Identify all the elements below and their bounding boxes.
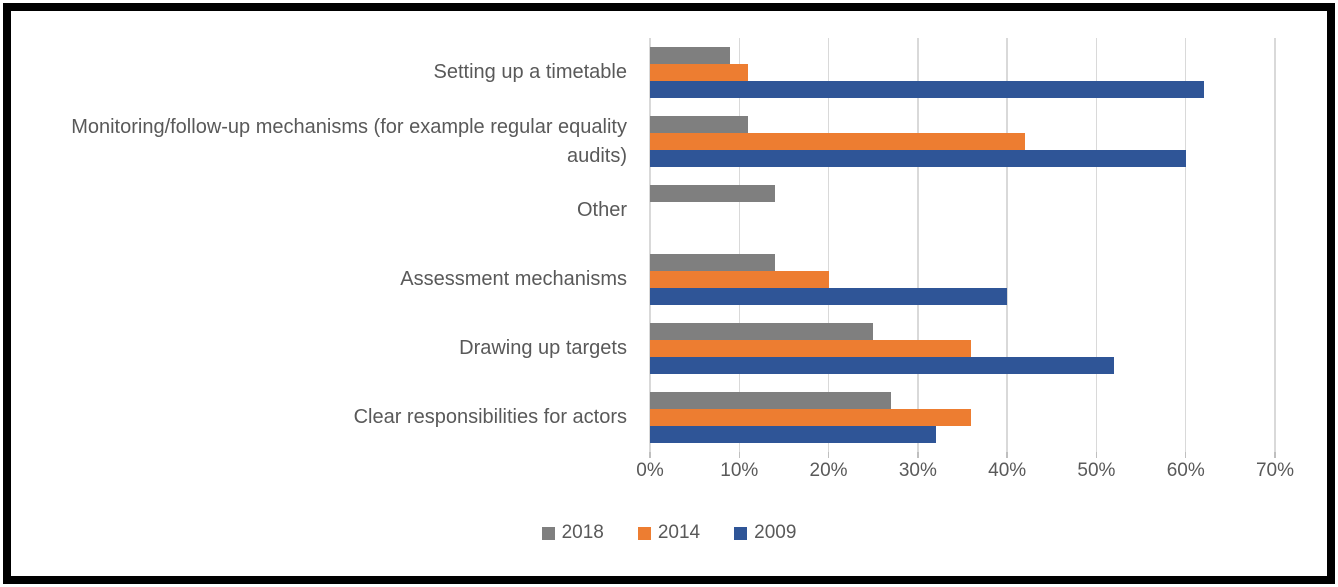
x-axis-tick-label: 60% bbox=[1166, 460, 1205, 481]
bar-2009 bbox=[650, 81, 1204, 98]
legend-label: 2009 bbox=[754, 522, 797, 543]
x-axis-tick-label: 50% bbox=[1077, 460, 1116, 481]
axis-tick bbox=[827, 452, 830, 458]
legend-swatch-icon bbox=[637, 526, 651, 540]
category-row: Other bbox=[0, 176, 1280, 245]
legend-swatch-icon bbox=[541, 526, 555, 540]
gridline bbox=[738, 38, 741, 452]
bar-group bbox=[650, 185, 1275, 236]
x-axis-tick-label: 20% bbox=[809, 460, 848, 481]
bar-2018 bbox=[650, 185, 775, 202]
category-label: Drawing up targets bbox=[459, 337, 627, 359]
bar-2018 bbox=[650, 392, 892, 409]
bar-2014 bbox=[650, 409, 972, 426]
category-label: Other bbox=[576, 199, 627, 221]
x-axis-tick-label: 70% bbox=[1255, 460, 1295, 481]
axis-tick bbox=[738, 452, 741, 458]
category-row: Assessment mechanisms bbox=[0, 245, 1280, 314]
bar-2009 bbox=[650, 357, 1115, 374]
axis-tick bbox=[1184, 452, 1187, 458]
legend: 2018 2014 2009 bbox=[0, 522, 1338, 544]
legend-label: 2018 bbox=[561, 522, 604, 543]
bar-group bbox=[650, 323, 1275, 374]
bar-2009 bbox=[650, 288, 1008, 305]
bar-2014 bbox=[650, 340, 972, 357]
gridline bbox=[1095, 38, 1098, 452]
bar-2018 bbox=[650, 254, 775, 271]
bar-group bbox=[650, 47, 1275, 98]
axis-tick bbox=[1095, 452, 1098, 458]
category-row: Monitoring/follow-up mechanisms (for exa… bbox=[0, 107, 1280, 176]
axis-tick-marks bbox=[649, 452, 1276, 458]
gridline bbox=[917, 38, 919, 452]
x-axis-tick-label: 40% bbox=[988, 460, 1027, 481]
bar-group bbox=[650, 392, 1275, 443]
category-row: Setting up a timetable bbox=[0, 38, 1280, 107]
gridline bbox=[827, 38, 830, 452]
gridline bbox=[1184, 38, 1187, 452]
legend-item-2009: 2009 bbox=[734, 522, 796, 544]
bar-group bbox=[650, 254, 1275, 305]
bar-2018 bbox=[650, 47, 731, 64]
axis-tick bbox=[917, 452, 919, 458]
axis-tick bbox=[649, 452, 651, 458]
bar-group bbox=[650, 116, 1275, 167]
category-row: Drawing up targets bbox=[0, 314, 1280, 383]
legend-item-2014: 2014 bbox=[637, 522, 701, 544]
gridline bbox=[1006, 38, 1008, 452]
category-label: Clear responsibilities for actors bbox=[353, 406, 627, 428]
x-axis-labels: 0% 10% 20% 30% 40% 50% 60% 70% bbox=[636, 460, 1294, 488]
axis-tick bbox=[1006, 452, 1008, 458]
bar-2018 bbox=[650, 323, 874, 340]
plot-area bbox=[649, 38, 1276, 452]
gridline bbox=[649, 38, 651, 452]
bar-2014 bbox=[650, 64, 749, 81]
legend-item-2018: 2018 bbox=[541, 522, 604, 544]
category-label: Monitoring/follow-up mechanisms (for exa… bbox=[71, 115, 627, 167]
x-axis-tick-label: 0% bbox=[636, 460, 664, 481]
gridline bbox=[1274, 38, 1276, 452]
bar-2018 bbox=[650, 116, 749, 133]
bar-2014 bbox=[650, 271, 829, 288]
legend-swatch-icon bbox=[734, 526, 748, 540]
category-label: Setting up a timetable bbox=[433, 61, 627, 83]
bar-2009 bbox=[650, 150, 1186, 167]
axis-tick bbox=[1274, 452, 1276, 458]
legend-label: 2014 bbox=[657, 522, 701, 543]
category-rows: Setting up a timetable Monitoring/follow-… bbox=[0, 38, 1280, 452]
bar-2014 bbox=[650, 133, 1025, 150]
x-axis-tick-label: 30% bbox=[898, 460, 937, 481]
x-axis-tick-label: 10% bbox=[720, 460, 759, 481]
category-label: Assessment mechanisms bbox=[400, 268, 627, 290]
category-row: Clear responsibilities for actors bbox=[0, 383, 1280, 452]
bar-2009 bbox=[650, 426, 936, 443]
